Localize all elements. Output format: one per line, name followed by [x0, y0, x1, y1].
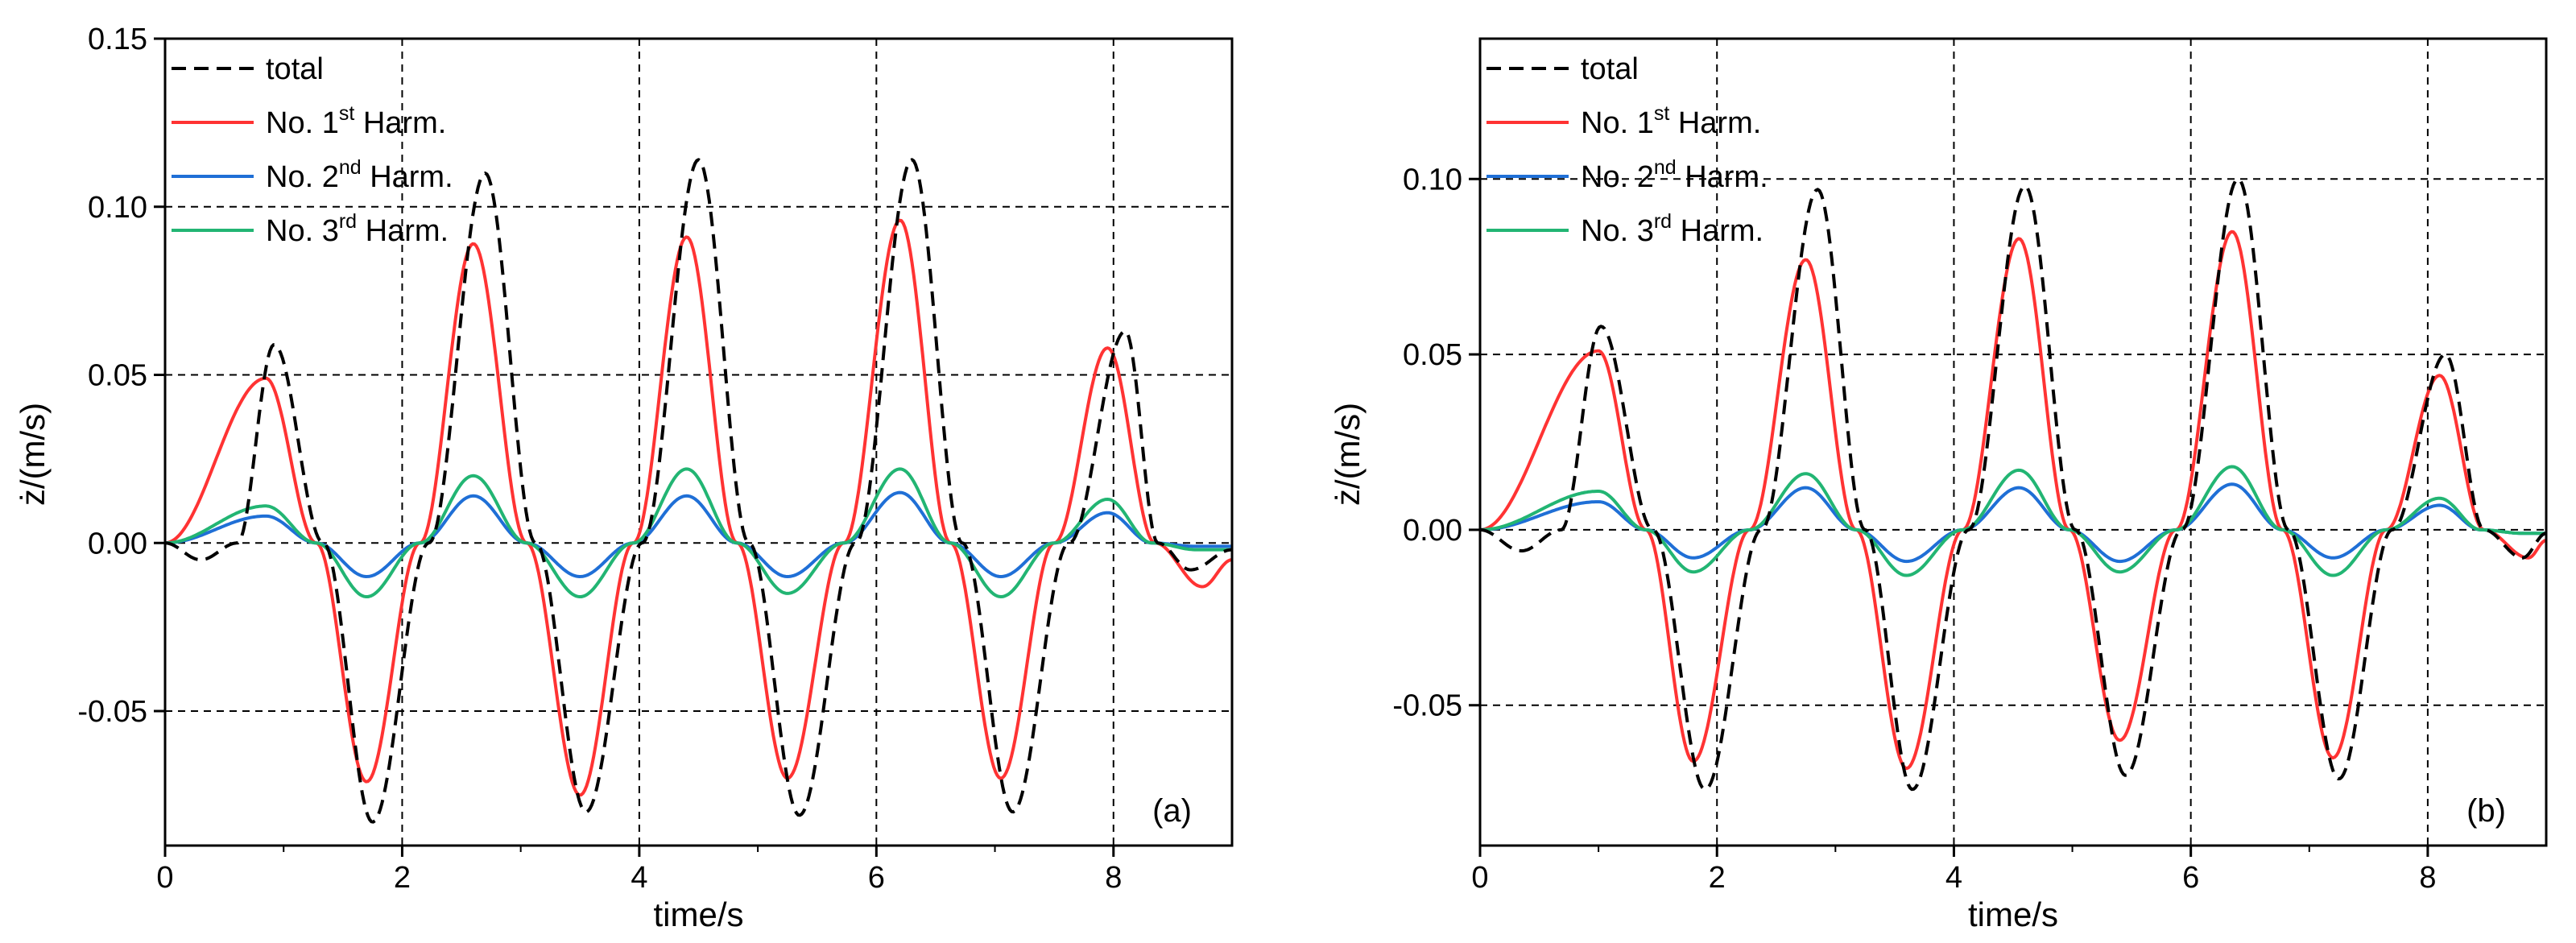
- legend-label: No. 2nd Harm.: [266, 156, 453, 194]
- y-tick-label: 0.10: [88, 191, 147, 225]
- legend-label: total: [266, 52, 324, 86]
- legend-label-tail: Harm.: [1672, 214, 1764, 248]
- x-tick-label: 4: [631, 861, 647, 895]
- series-lines: [165, 158, 1232, 824]
- legend-label-sup: rd: [1654, 210, 1672, 233]
- panel-a: 0 2 4 6 8 -0.05 0.00 0.05 0.10 0.15 time/s ż/(m/s) t…: [14, 23, 1234, 933]
- legend-label-sup: nd: [1654, 156, 1677, 179]
- legend-label-main: No. 3: [266, 214, 339, 248]
- legend-label-main: No. 3: [1581, 214, 1654, 248]
- y-tick-label: -0.05: [77, 695, 147, 729]
- legend-label-main: No. 1: [1581, 106, 1654, 140]
- plot-frame: [1478, 37, 2548, 847]
- legend-label: No. 1st Harm.: [1581, 102, 1761, 140]
- y-tick-label: 0.10: [1403, 163, 1462, 196]
- x-tick-label: 0: [156, 861, 173, 895]
- series-line-total: [165, 158, 1232, 824]
- panel-b: 0 2 4 6 8 -0.05 0.00 0.05 0.10 time/s ż/(m/s) total…: [1329, 37, 2548, 933]
- legend-label-main: No. 2: [266, 160, 339, 194]
- legend-label: total: [1581, 52, 1639, 86]
- legend-label-sup: st: [1654, 102, 1670, 125]
- series-lines: [1480, 177, 2546, 792]
- legend-label-tail: Harm.: [357, 214, 449, 248]
- legend-label-main: No. 2: [1581, 160, 1654, 194]
- x-tick-label: 8: [1105, 861, 1122, 895]
- y-tick-label: 0.15: [88, 23, 147, 56]
- legend-label-sup: nd: [339, 156, 362, 179]
- legend-label: No. 1st Harm.: [266, 102, 446, 140]
- series-line-no-1st-harm-: [1480, 230, 2546, 771]
- x-tick-label: 0: [1471, 861, 1488, 895]
- x-tick-label: 6: [2182, 861, 2199, 895]
- legend-label-sup: rd: [339, 210, 357, 233]
- x-tick-label: 2: [394, 861, 411, 895]
- x-tick-label: 6: [868, 861, 885, 895]
- y-axis-title: ż/(m/s): [14, 403, 52, 506]
- legend-label-tail: Harm.: [1669, 106, 1761, 140]
- x-tick-label: 8: [2419, 861, 2436, 895]
- panel-label: (a): [1152, 793, 1192, 829]
- legend-label-tail: Harm.: [1677, 160, 1768, 194]
- panel-label: (b): [2466, 793, 2506, 829]
- legend-label: No. 3rd Harm.: [1581, 210, 1764, 248]
- y-tick-label: -0.05: [1392, 689, 1462, 723]
- legend-label-tail: Harm.: [362, 160, 453, 194]
- x-tick-label: 4: [1945, 861, 1962, 895]
- series-line-no-3rd-harm-: [165, 467, 1232, 598]
- legend-label-main: No. 1: [266, 106, 339, 140]
- x-tick-label: 2: [1709, 861, 1726, 895]
- plot-frame: [163, 37, 1234, 847]
- x-axis-title: time/s: [1968, 895, 2058, 933]
- legend-label: No. 2nd Harm.: [1581, 156, 1768, 194]
- series-line-total: [1480, 177, 2546, 792]
- y-tick-label: 0.05: [1403, 338, 1462, 372]
- y-tick-label: 0.00: [1403, 514, 1462, 548]
- legend-label-main: total: [1581, 52, 1639, 86]
- legend-label-tail: Harm.: [354, 106, 446, 140]
- y-axis-title: ż/(m/s): [1329, 403, 1367, 506]
- y-tick-label: 0.05: [88, 359, 147, 393]
- x-axis-title: time/s: [653, 895, 743, 933]
- legend-label-main: total: [266, 52, 324, 86]
- legend-label: No. 3rd Harm.: [266, 210, 449, 248]
- legend-label-sup: st: [339, 102, 355, 125]
- y-tick-label: 0.00: [88, 527, 147, 560]
